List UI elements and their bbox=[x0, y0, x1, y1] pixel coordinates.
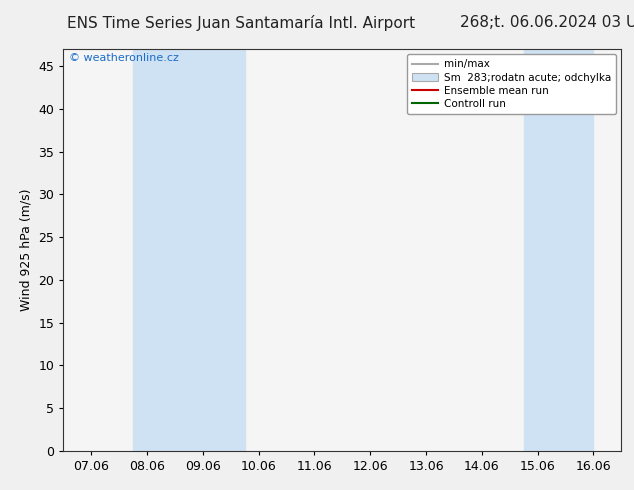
Y-axis label: Wind 925 hPa (m/s): Wind 925 hPa (m/s) bbox=[20, 189, 33, 311]
Text: 268;t. 06.06.2024 03 UTC: 268;t. 06.06.2024 03 UTC bbox=[460, 15, 634, 30]
Bar bbox=[133, 49, 245, 451]
Text: © weatheronline.cz: © weatheronline.cz bbox=[69, 53, 179, 63]
Text: ENS Time Series Juan Santamaría Intl. Airport: ENS Time Series Juan Santamaría Intl. Ai… bbox=[67, 15, 415, 31]
Legend: min/max, Sm  283;rodatn acute; odchylka, Ensemble mean run, Controll run: min/max, Sm 283;rodatn acute; odchylka, … bbox=[407, 54, 616, 114]
Bar bbox=[524, 49, 593, 451]
